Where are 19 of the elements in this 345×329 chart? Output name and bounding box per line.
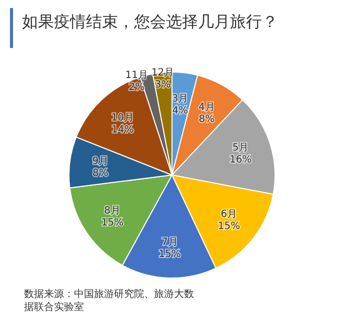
slice-label: 7月 <box>162 237 178 248</box>
data-label: 15% <box>218 221 240 232</box>
slice-label: 9月 <box>92 156 109 167</box>
source-note: 数据来源：中国旅游研究院、旅游大数据联合实验室 <box>24 288 194 314</box>
slice-label: 6月 <box>220 209 238 220</box>
slice-label: 3月 <box>172 93 188 104</box>
data-label: 15% <box>101 218 124 229</box>
data-label: 8% <box>198 114 215 125</box>
slice-label: 4月 <box>198 102 215 113</box>
data-label: 14% <box>112 124 134 136</box>
chart-title: 如果疫情结束，您会选择几月旅行？ <box>22 12 278 33</box>
data-label: 8% <box>92 168 108 179</box>
slice-label: 10月 <box>111 112 134 124</box>
data-label: 15% <box>158 249 181 260</box>
data-label: 3% <box>154 80 171 91</box>
slice-label: 5月 <box>232 142 249 154</box>
data-label: 4% <box>172 105 188 116</box>
slice-label: 8月 <box>104 206 121 217</box>
data-label: 16% <box>229 154 252 166</box>
